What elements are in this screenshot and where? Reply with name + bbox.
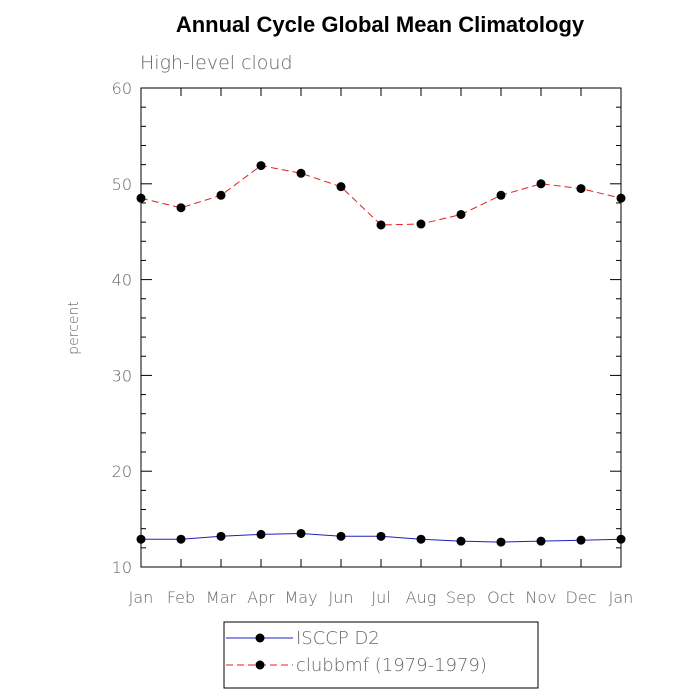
data-point [416,219,426,229]
data-point [376,220,386,230]
chart-subtitle: High-level cloud [140,52,293,74]
data-point [336,531,346,541]
data-point [576,184,586,194]
data-point [296,528,306,538]
data-point [136,193,146,203]
plot-frame [140,87,622,568]
data-point [496,190,506,200]
x-tick-labels: Jan Feb Mar Apr May Jun Jul Aug Sep Oct Nov Dec Jan [129,588,634,607]
data-point [136,534,146,544]
legend-label: clubbmf (1979-1979) [296,655,487,676]
x-tick-label: Jan [609,588,634,607]
x-tick-label: May [284,588,317,607]
data-point [256,529,266,539]
x-tick-label: Oct [487,588,515,607]
x-tick-label: Apr [247,588,275,607]
legend: ISCCP D2 clubbmf (1979-1979) [226,628,487,676]
data-point [616,193,626,203]
x-tick-label: Mar [206,588,237,607]
data-point [256,161,266,171]
x-tick-label: Dec [566,588,597,607]
legend-marker [255,633,265,643]
y-axis-label: percent [66,301,82,355]
data-point [376,531,386,541]
data-point [456,536,466,546]
y-tick-labels: 10 20 30 40 50 60 [112,79,132,577]
legend-label: ISCCP D2 [296,628,380,649]
data-point [456,209,466,219]
y-tick-label: 30 [112,366,132,385]
y-tick-label: 10 [112,558,132,577]
legend-marker [255,660,265,670]
data-point [216,190,226,200]
y-tick-label: 60 [112,79,132,98]
x-tick-label: Jan [129,588,154,607]
x-tick-label: Nov [525,588,556,607]
data-point [616,534,626,544]
data-point [576,535,586,545]
x-tick-label: Feb [167,588,195,607]
data-point [296,168,306,178]
series-line [140,165,622,226]
y-tick-label: 50 [112,175,132,194]
data-point [416,534,426,544]
x-tick-label: Sep [446,588,476,607]
data-point [176,534,186,544]
legend-box [223,621,539,689]
data-point [496,537,506,547]
data-point [336,182,346,192]
data-point [216,531,226,541]
x-tick-label: Jun [329,588,354,607]
series-group [136,161,626,547]
data-point [536,536,546,546]
data-point [536,179,546,189]
x-tick-label: Aug [406,588,437,607]
data-point [176,203,186,213]
tick-marks [140,87,622,568]
y-tick-label: 40 [112,271,132,290]
y-tick-label: 20 [112,462,132,481]
chart-title: Annual Cycle Global Mean Climatology [176,12,585,37]
x-tick-label: Jul [371,588,390,607]
